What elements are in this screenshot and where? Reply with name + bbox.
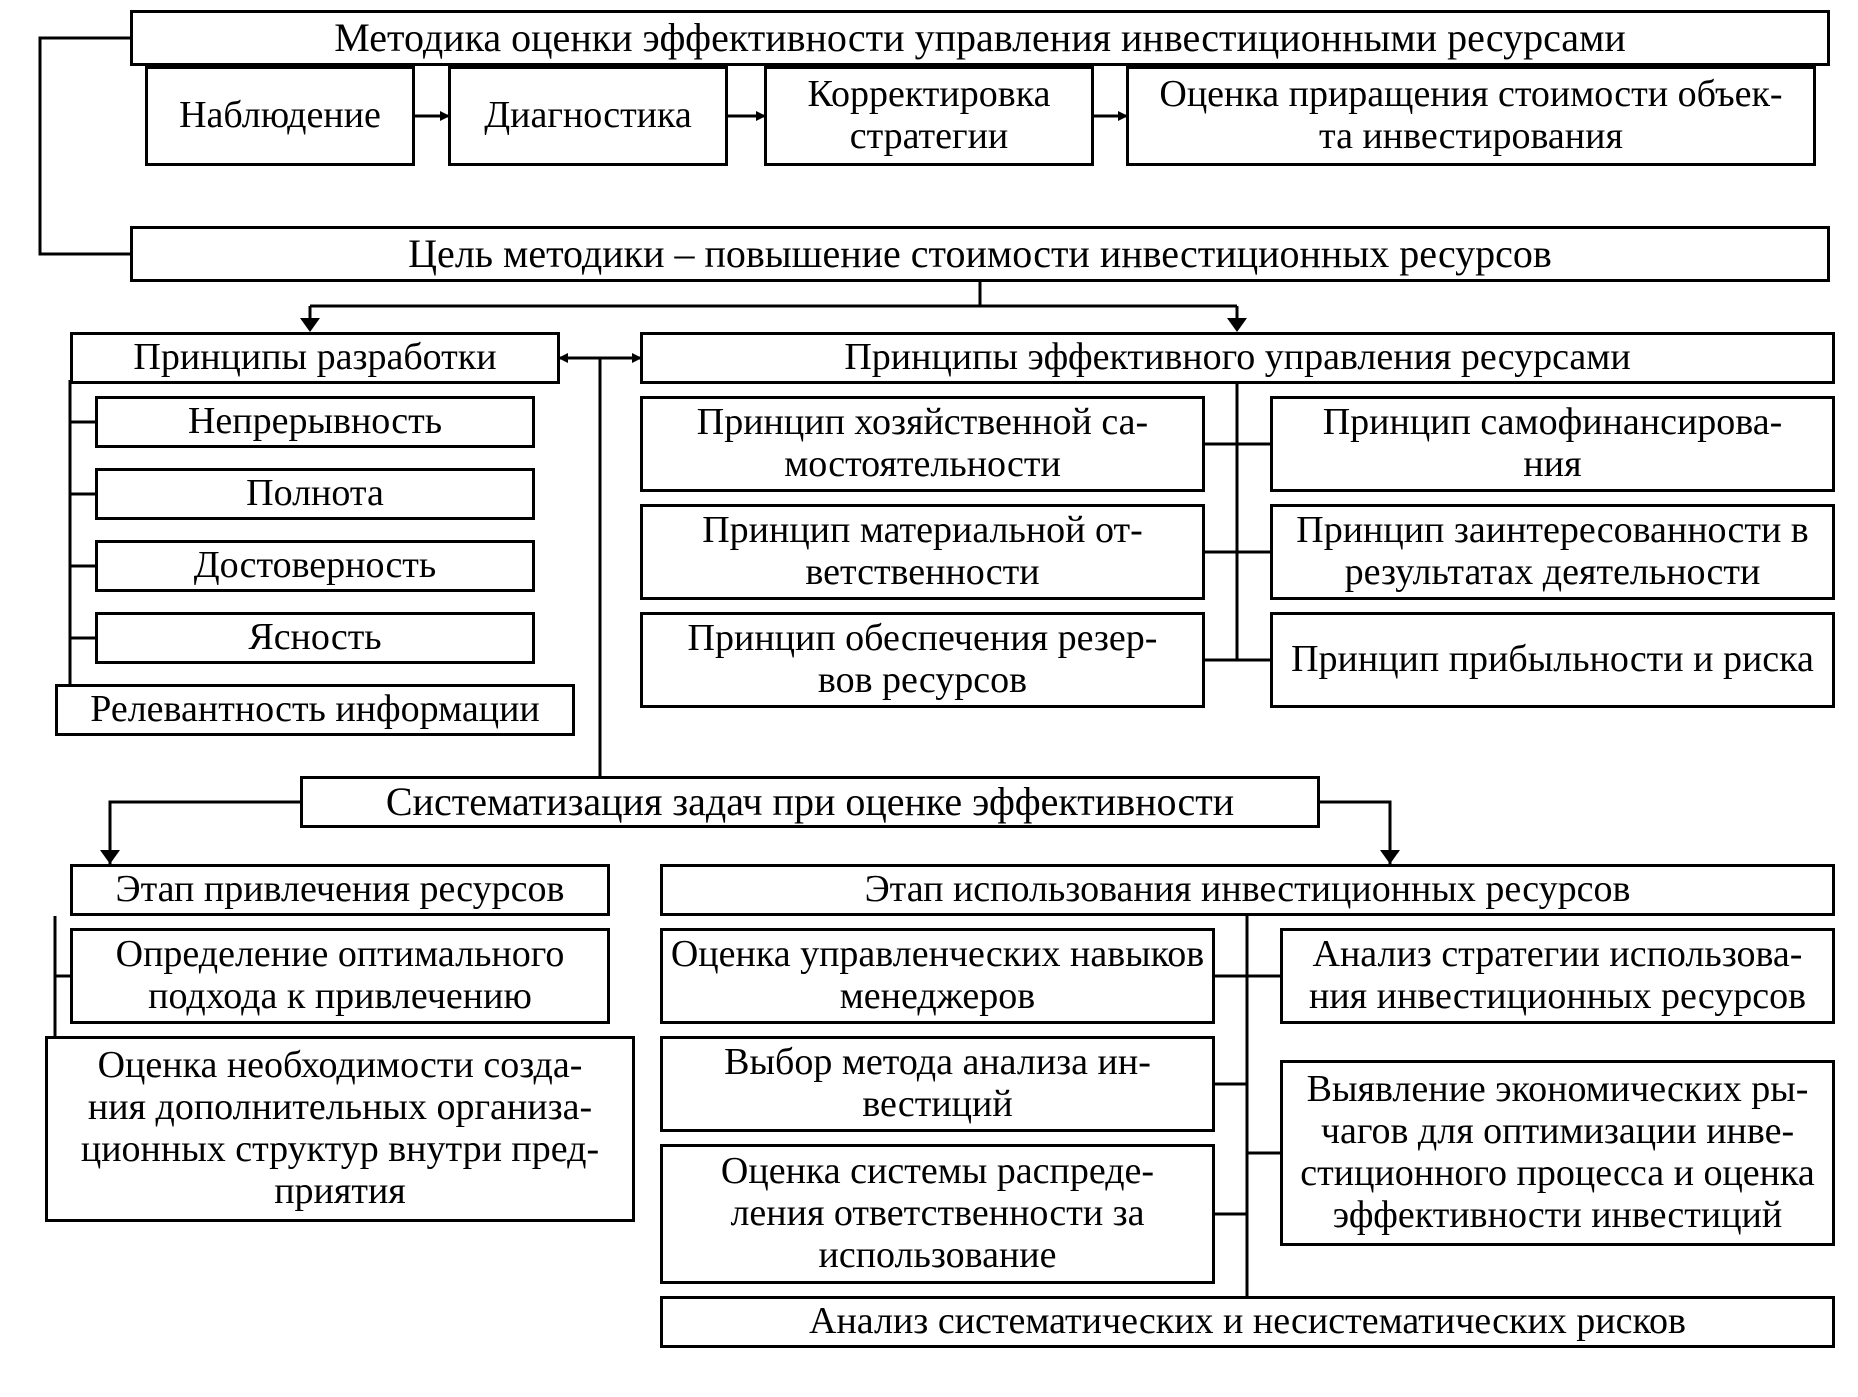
box-s1b: Оценка необходимости созда- ния дополнит… [45, 1036, 635, 1222]
box-pdev: Принципы разработки [70, 332, 560, 384]
line-syst-down-left-elbow [110, 802, 300, 864]
box-syst: Систематизация задач при оценке эффектив… [300, 776, 1320, 828]
down-head-syst-to-stage1 [100, 850, 120, 864]
box-stage2: Этап использования инвестиционных ресурс… [660, 864, 1835, 916]
box-s2f: Анализ систематических и несистематическ… [660, 1296, 1835, 1348]
box-pdev2: Полнота [95, 468, 535, 520]
down-head-goal-to-pdev [300, 318, 320, 332]
box-pdev1: Непрерывность [95, 396, 535, 448]
box-pm4: Принцип самофинансирова- ния [1270, 396, 1835, 492]
down-head-goal-to-pmgmt [1227, 318, 1247, 332]
box-eval: Оценка приращения стоимости объек- та ин… [1126, 66, 1816, 166]
line-syst-down-right-elbow [1320, 802, 1390, 864]
box-pm5: Принцип заинтересованности в результатах… [1270, 504, 1835, 600]
box-s2e: Выявление экономических ры- чагов для оп… [1280, 1060, 1835, 1246]
box-pm3: Принцип обеспечения резер- вов ресурсов [640, 612, 1205, 708]
box-obs: Наблюдение [145, 66, 415, 166]
box-s2d: Анализ стратегии использова- ния инвести… [1280, 928, 1835, 1024]
box-pm6: Принцип прибыльности и риска [1270, 612, 1835, 708]
box-s2b: Выбор метода анализа ин- вестиций [660, 1036, 1215, 1132]
box-diag: Диагностика [448, 66, 728, 166]
box-pm1: Принцип хозяйственной са- мостоятельност… [640, 396, 1205, 492]
box-goal: Цель методики – повышение стоимости инве… [130, 226, 1830, 282]
line-title-to-goal-left [40, 38, 130, 254]
box-title: Методика оценки эффективности управления… [130, 10, 1830, 66]
box-pdev4: Ясность [95, 612, 535, 664]
diagram-stage: Методика оценки эффективности управления… [0, 0, 1858, 1397]
box-pm2: Принцип материальной от- ветственности [640, 504, 1205, 600]
box-s1a: Определение оптимального подхода к привл… [70, 928, 610, 1024]
box-stage1: Этап привлечения ресурсов [70, 864, 610, 916]
box-pdev3: Достоверность [95, 540, 535, 592]
box-pdev5: Релевантность информации [55, 684, 575, 736]
box-s2c: Оценка системы распреде- ления ответстве… [660, 1144, 1215, 1284]
box-corr: Корректировка стратегии [764, 66, 1094, 166]
down-head-syst-to-stage2 [1380, 850, 1400, 864]
box-s2a: Оценка управленческих навыков менеджеров [660, 928, 1215, 1024]
box-pmgmt: Принципы эффективного управления ресурса… [640, 332, 1835, 384]
